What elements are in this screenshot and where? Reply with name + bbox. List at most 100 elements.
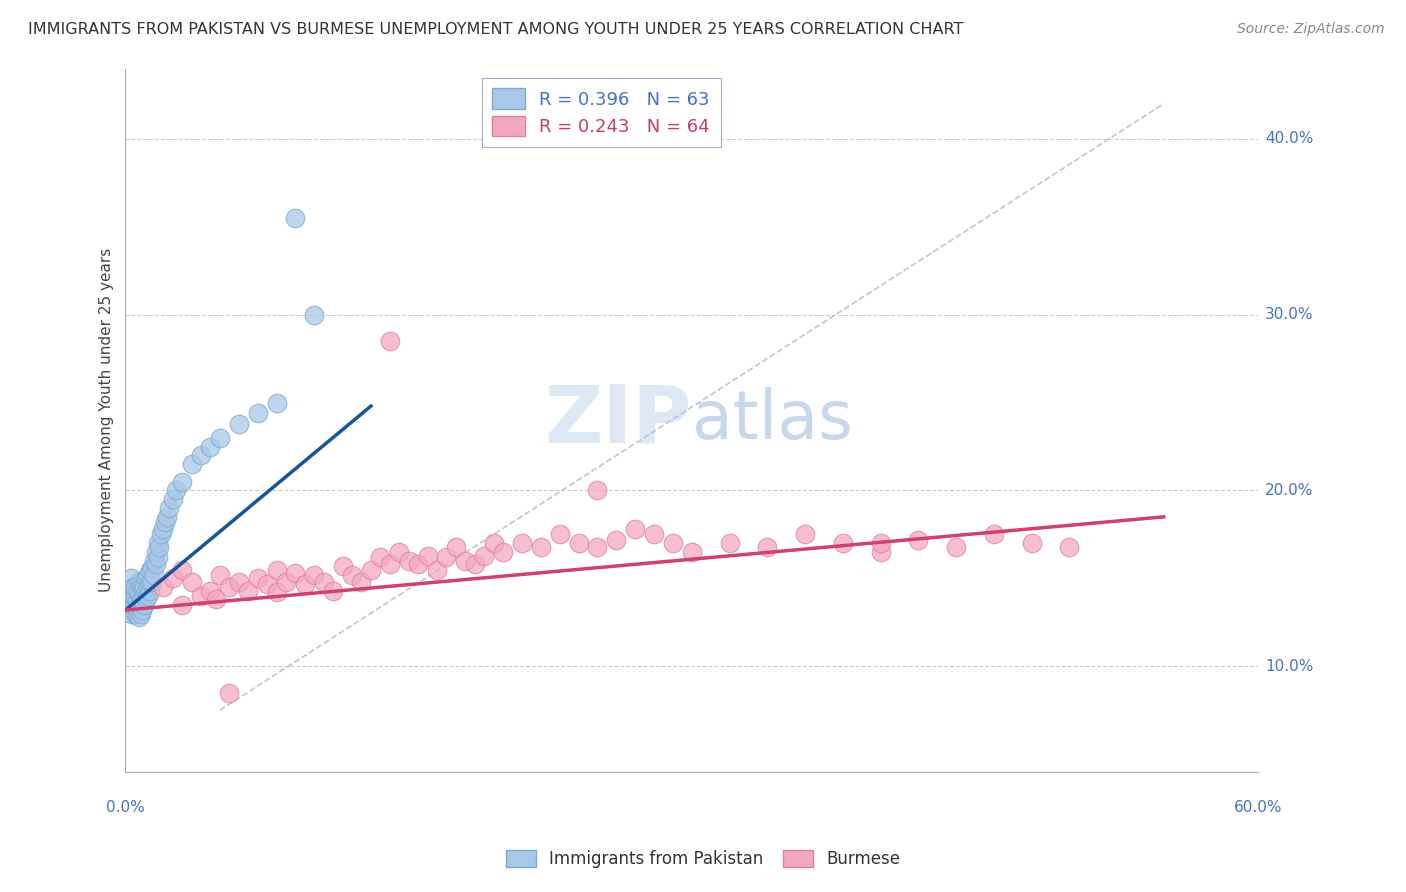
Point <box>454 554 477 568</box>
Point <box>145 558 167 572</box>
Point <box>200 583 222 598</box>
Point <box>284 566 307 581</box>
Point <box>205 592 228 607</box>
Point <box>1059 540 1081 554</box>
Text: 10.0%: 10.0% <box>1265 659 1313 673</box>
Text: ZIP: ZIP <box>544 381 692 459</box>
Y-axis label: Unemployment Among Youth under 25 years: Unemployment Among Youth under 25 years <box>100 248 114 592</box>
Point <box>139 583 162 598</box>
Point <box>124 607 146 621</box>
Point <box>406 558 429 572</box>
Point <box>378 334 401 348</box>
Point <box>131 580 153 594</box>
Point <box>180 457 202 471</box>
Point <box>472 549 495 563</box>
Point <box>492 545 515 559</box>
Point <box>134 580 156 594</box>
Point <box>134 589 156 603</box>
Point <box>218 580 240 594</box>
Point <box>869 545 891 559</box>
Point <box>152 580 174 594</box>
Point <box>426 563 449 577</box>
Point <box>125 607 148 621</box>
Point <box>246 406 269 420</box>
Point <box>416 549 439 563</box>
Point <box>304 308 326 322</box>
Point <box>436 550 458 565</box>
Legend: R = 0.396   N = 63, R = 0.243   N = 64: R = 0.396 N = 63, R = 0.243 N = 64 <box>482 78 721 147</box>
Point <box>322 583 344 598</box>
Point <box>136 580 159 594</box>
Point <box>350 574 373 589</box>
Point <box>983 527 1005 541</box>
Point <box>172 475 194 489</box>
Point <box>548 527 571 541</box>
Point <box>135 583 157 598</box>
Point <box>568 536 591 550</box>
Point <box>190 448 212 462</box>
Point <box>148 540 170 554</box>
Text: 0.0%: 0.0% <box>105 799 145 814</box>
Point <box>304 567 326 582</box>
Point <box>128 610 150 624</box>
Point <box>136 589 159 603</box>
Point <box>180 574 202 589</box>
Point <box>869 536 891 550</box>
Point <box>129 589 152 603</box>
Point <box>332 559 354 574</box>
Point <box>162 571 184 585</box>
Point <box>340 567 363 582</box>
Point <box>208 567 231 582</box>
Point <box>150 527 173 541</box>
Point <box>146 550 169 565</box>
Point <box>124 580 146 594</box>
Point <box>142 554 165 568</box>
Point <box>156 509 179 524</box>
Point <box>157 501 180 516</box>
Point <box>134 598 156 612</box>
Point <box>128 574 150 589</box>
Point <box>530 540 553 554</box>
Point <box>586 483 609 498</box>
Point <box>124 589 146 603</box>
Point <box>756 540 779 554</box>
Point <box>118 589 141 603</box>
Point <box>165 483 187 498</box>
Point <box>125 594 148 608</box>
Point <box>129 576 152 591</box>
Point <box>122 589 145 603</box>
Text: 60.0%: 60.0% <box>1234 799 1282 814</box>
Point <box>605 533 627 547</box>
Point <box>246 571 269 585</box>
Point <box>141 561 163 575</box>
Point <box>172 563 194 577</box>
Point <box>228 417 250 431</box>
Point <box>120 607 142 621</box>
Text: IMMIGRANTS FROM PAKISTAN VS BURMESE UNEMPLOYMENT AMONG YOUTH UNDER 25 YEARS CORR: IMMIGRANTS FROM PAKISTAN VS BURMESE UNEM… <box>28 22 963 37</box>
Point <box>124 598 146 612</box>
Point <box>131 603 153 617</box>
Point <box>266 585 288 599</box>
Point <box>294 576 316 591</box>
Point <box>125 601 148 615</box>
Point <box>378 558 401 572</box>
Point <box>153 515 176 529</box>
Point <box>907 533 929 547</box>
Point <box>256 576 278 591</box>
Point <box>129 607 152 621</box>
Point <box>122 598 145 612</box>
Point <box>135 592 157 607</box>
Point <box>145 545 167 559</box>
Point <box>266 395 288 409</box>
Point <box>284 211 307 225</box>
Point <box>624 522 647 536</box>
Point <box>139 563 162 577</box>
Text: Source: ZipAtlas.com: Source: ZipAtlas.com <box>1237 22 1385 37</box>
Point <box>128 587 150 601</box>
Point <box>129 598 152 612</box>
Point <box>162 492 184 507</box>
Legend: Immigrants from Pakistan, Burmese: Immigrants from Pakistan, Burmese <box>499 843 907 875</box>
Point <box>142 567 165 582</box>
Point <box>681 545 703 559</box>
Point <box>398 554 420 568</box>
